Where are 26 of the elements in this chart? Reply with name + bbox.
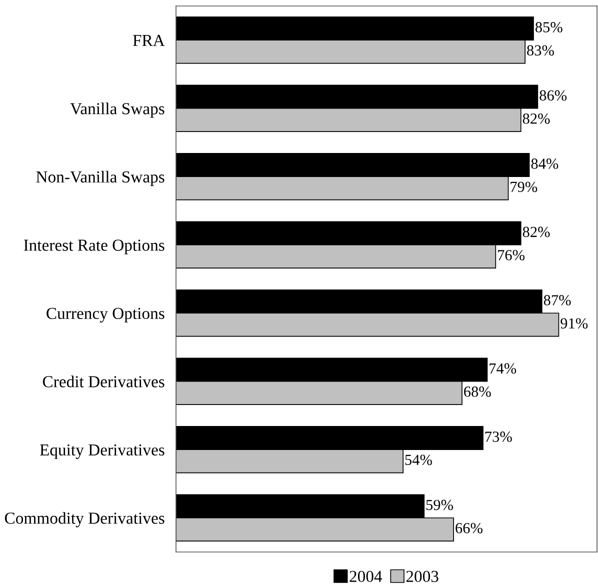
y-tick-label: Vanilla Swaps — [70, 102, 164, 118]
data-label: 82% — [522, 113, 550, 124]
data-label: 59% — [426, 500, 454, 510]
y-tick-label: Equity Derivatives — [40, 444, 164, 459]
data-label: 83% — [527, 45, 554, 56]
data-label: 82% — [522, 226, 550, 238]
data-label: 54% — [405, 454, 432, 466]
data-label: 84% — [531, 158, 558, 169]
data-label: 73% — [485, 432, 512, 442]
data-label: 87% — [544, 295, 571, 306]
data-label: 91% — [560, 318, 588, 329]
y-tick-label: Credit Derivatives — [42, 376, 164, 388]
data-label: 79% — [510, 182, 538, 192]
y-tick-label: FRA — [132, 34, 165, 46]
data-label: 86% — [540, 90, 567, 101]
data-label: 74% — [490, 363, 516, 374]
y-tick-label: Interest Rate Options — [24, 240, 164, 254]
legend-label: 2003 — [406, 570, 438, 582]
data-label: 85% — [535, 22, 562, 32]
y-tick-label: Commodity Derivatives — [4, 512, 164, 528]
y-tick-label: Non-Vanilla Swaps — [36, 170, 164, 186]
y-tick-label: Currency Options — [46, 308, 164, 322]
legend-label: 2004 — [350, 570, 382, 582]
data-label: 66% — [456, 522, 482, 534]
data-label: 76% — [498, 250, 525, 260]
data-label: 68% — [464, 386, 491, 397]
